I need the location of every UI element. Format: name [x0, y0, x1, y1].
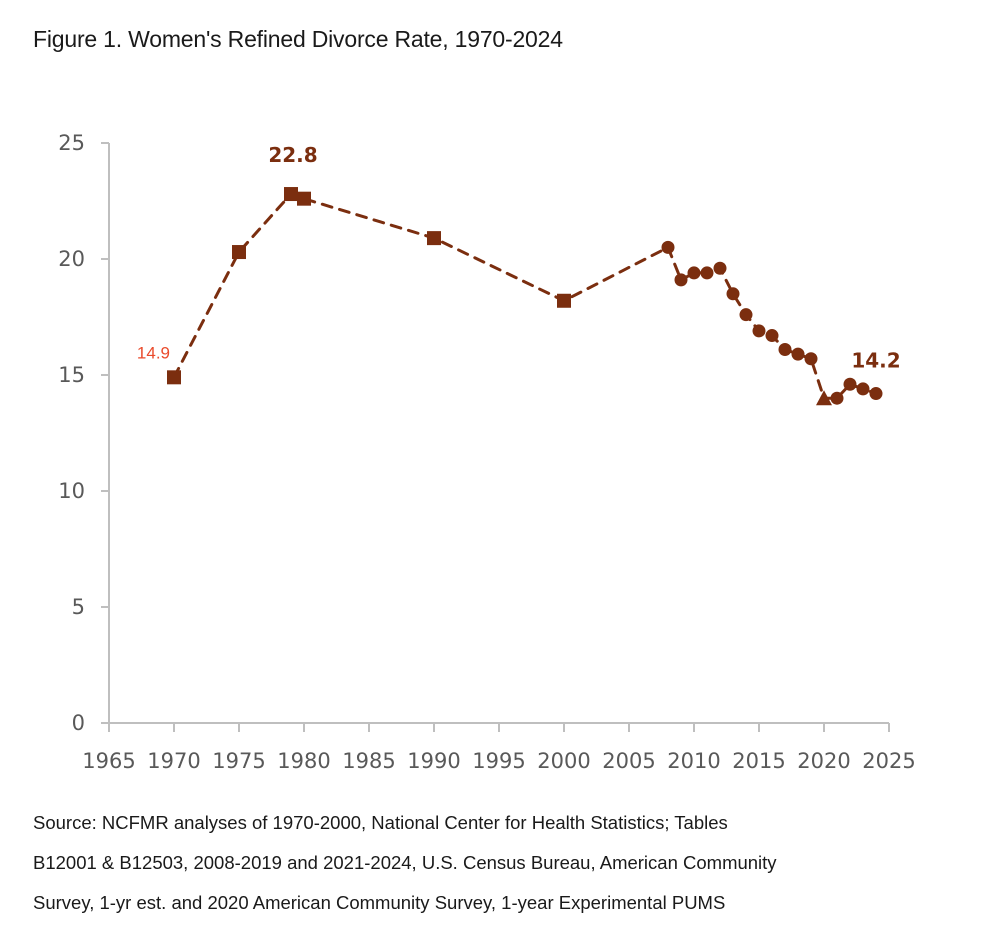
data-point-circle	[869, 387, 883, 401]
data-point-square	[232, 245, 246, 260]
data-point-circle	[674, 273, 688, 287]
data-point-square	[427, 231, 441, 246]
data-label: 22.8	[268, 143, 317, 167]
data-point-circle	[791, 347, 805, 361]
x-tick-label: 2020	[797, 749, 850, 773]
data-label: 14.2	[851, 349, 900, 373]
x-axis-ticks: 1965 1970 1975 1980 1985 1990 1995 2000 2005 2010…	[82, 723, 916, 773]
x-tick-label: 1990	[407, 749, 460, 773]
annotations: 14.9 22.8 14.2	[137, 143, 901, 373]
series-markers	[167, 187, 883, 406]
data-point-circle	[661, 240, 675, 254]
y-tick-label: 10	[58, 479, 85, 503]
x-tick-label: 1985	[342, 749, 395, 773]
y-tick-label: 25	[58, 131, 85, 155]
y-tick-label: 5	[72, 595, 85, 619]
series-path	[172, 192, 878, 400]
data-point-circle	[687, 266, 701, 280]
axes	[108, 143, 889, 724]
data-point-circle	[752, 324, 766, 338]
data-point-circle	[856, 382, 870, 396]
data-point-circle	[843, 377, 857, 391]
data-point-square	[297, 191, 311, 206]
y-tick-label: 0	[72, 711, 85, 735]
data-point-circle	[726, 287, 740, 301]
data-point-triangle	[816, 390, 832, 406]
x-tick-label: 1980	[277, 749, 330, 773]
data-point-circle	[765, 329, 779, 343]
chart-title: Figure 1. Women's Refined Divorce Rate, …	[33, 26, 563, 52]
data-label: 14.9	[137, 343, 170, 362]
x-tick-label: 2005	[602, 749, 655, 773]
data-point-circle	[778, 342, 792, 356]
x-tick-label: 2010	[667, 749, 720, 773]
data-point-circle	[739, 308, 753, 322]
x-tick-label: 2025	[862, 749, 915, 773]
y-axis-ticks: 0 5 10 15 20 25	[58, 131, 109, 735]
source-line: B12001 & B12503, 2008-2019 and 2021-2024…	[33, 852, 777, 873]
x-tick-label: 2000	[537, 749, 590, 773]
data-point-circle	[804, 352, 818, 366]
x-tick-label: 1965	[82, 749, 135, 773]
data-point-circle	[713, 261, 727, 275]
y-tick-label: 15	[58, 363, 85, 387]
data-point-square	[167, 370, 181, 385]
x-tick-label: 2015	[732, 749, 785, 773]
data-point-square	[284, 187, 298, 202]
source-line: Source: NCFMR analyses of 1970-2000, Nat…	[33, 812, 728, 833]
y-tick-label: 20	[58, 247, 85, 271]
series-line	[172, 192, 878, 400]
source-note: Source: NCFMR analyses of 1970-2000, Nat…	[33, 803, 963, 923]
x-tick-label: 1995	[472, 749, 525, 773]
data-point-square	[557, 293, 571, 308]
data-point-circle	[830, 391, 844, 405]
x-tick-label: 1970	[147, 749, 200, 773]
source-line: Survey, 1-yr est. and 2020 American Comm…	[33, 892, 726, 913]
data-point-circle	[700, 266, 714, 280]
x-tick-label: 1975	[212, 749, 265, 773]
